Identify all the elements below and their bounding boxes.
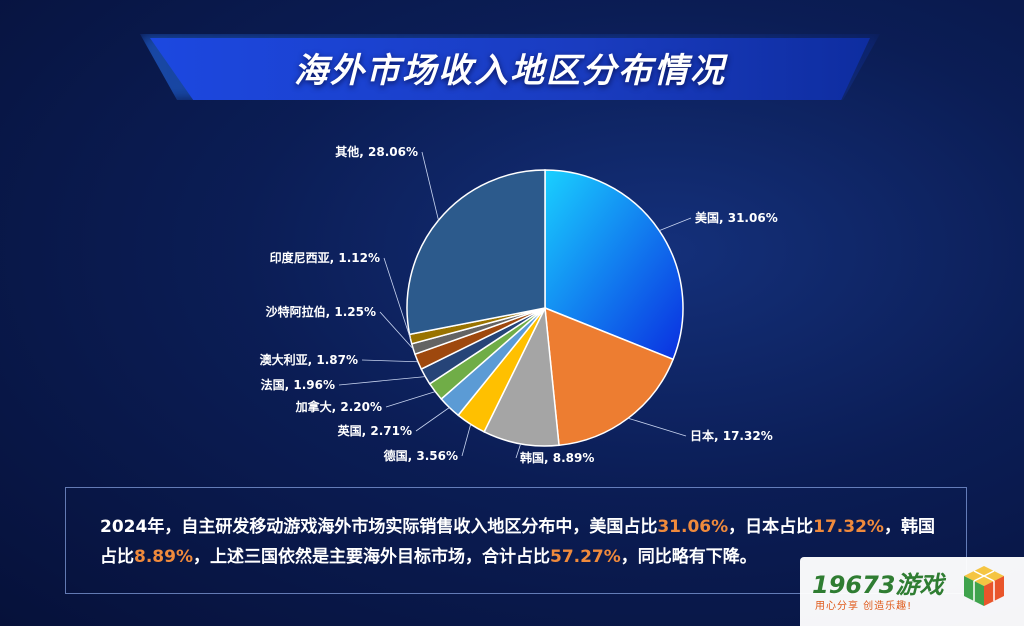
slice-label-5: 加拿大, 2.20% — [295, 399, 382, 414]
slice-label-3: 德国, 3.56% — [384, 448, 458, 463]
desc-part4: ，上述三国依然是主要海外目标市场，合计占比 — [192, 547, 550, 567]
desc-kr-pct: 8.89% — [134, 547, 193, 567]
leader-line-9 — [383, 257, 411, 340]
description-box — [65, 487, 967, 594]
slice-label-4: 英国, 2.71% — [338, 423, 412, 438]
watermark-brand: 19673游戏 — [812, 571, 944, 599]
description-text: 2024年，自主研发移动游戏海外市场实际销售收入地区分布中，美国占比31.06%… — [100, 512, 940, 572]
desc-jp-pct: 17.32% — [813, 517, 884, 537]
leader-line-8 — [379, 311, 414, 350]
chart-title: 海外市场收入地区分布情况 — [294, 51, 726, 91]
desc-us-pct: 31.06% — [657, 517, 729, 537]
leader-line-7 — [361, 359, 418, 363]
desc-part3: ，韩国占比 — [100, 517, 935, 567]
slice-label-9: 印度尼西亚, 1.12% — [270, 250, 380, 265]
slice-label-1: 日本, 17.32% — [690, 428, 773, 443]
desc-part1: 2024年，自主研发移动游戏海外市场实际销售收入地区分布中，美国占比 — [100, 517, 658, 537]
leader-line-0 — [659, 217, 692, 232]
slice-label-10: 其他, 28.06% — [335, 144, 418, 159]
pie-slice-10 — [406, 169, 546, 336]
leader-line-5 — [385, 391, 436, 408]
slice-label-6: 法国, 1.96% — [261, 377, 335, 392]
leader-line-4 — [415, 407, 450, 432]
leader-line-10 — [421, 151, 439, 221]
leader-line-2 — [515, 443, 522, 459]
leader-line-6 — [338, 376, 426, 386]
slice-label-8: 沙特阿拉伯, 1.25% — [266, 304, 376, 319]
cube-logo-icon — [964, 566, 1004, 606]
desc-total-pct: 57.27% — [549, 547, 621, 567]
leader-line-3 — [461, 424, 472, 457]
title-banner — [150, 38, 870, 100]
slice-label-7: 澳大利亚, 1.87% — [260, 352, 358, 367]
leader-line-1 — [627, 417, 687, 437]
desc-part2: ，日本占比 — [728, 517, 814, 537]
watermark-slogan: 用心分享 创造乐趣! — [815, 601, 913, 612]
slice-label-0: 美国, 31.06% — [695, 210, 778, 225]
desc-part5: ，同比略有下降。 — [620, 547, 757, 567]
slice-label-2: 韩国, 8.89% — [520, 450, 594, 465]
